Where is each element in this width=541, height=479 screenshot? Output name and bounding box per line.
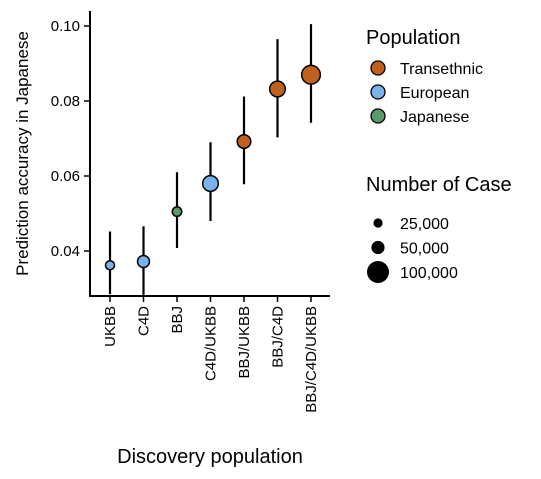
x-tick-label: UKBB: [102, 306, 119, 347]
x-tick-label: BBJ/C4D/UKBB: [303, 306, 320, 413]
legend-population-key: [370, 84, 386, 100]
axes: [89, 11, 330, 297]
x-ticks: UKBB C4D BBJ C4D/UKBB BBJ/UKBB BBJ/C4D BBJ/C4D…: [102, 296, 320, 413]
data-point: [201, 174, 220, 193]
legend-population-title: Population: [366, 27, 461, 49]
legend-size-label: 50,000: [400, 241, 449, 258]
data-point: [300, 64, 322, 85]
data-point: [268, 80, 287, 98]
legend-size-key: [367, 261, 389, 283]
error-bars: [108, 24, 313, 295]
data-point: [236, 133, 252, 150]
legend-size-label: 25,000: [400, 216, 449, 233]
legend-size-key: [371, 240, 385, 255]
x-tick-label: BBJ/UKBB: [236, 306, 253, 379]
legend-size-title: Number of Case: [366, 174, 512, 196]
data-point: [136, 254, 151, 269]
data-points: [104, 64, 322, 271]
legend-size-label: 100,000: [400, 265, 458, 282]
y-axis-title: Prediction accuracy in Japanese: [13, 31, 32, 276]
y-tick-label: 0.04: [51, 243, 80, 260]
legend-population-key: [370, 108, 386, 124]
y-tick-label: 0.06: [51, 168, 80, 185]
data-point: [171, 206, 183, 218]
legend-population-label: European: [400, 85, 469, 102]
data-point: [104, 259, 116, 271]
legend-population-label: Japanese: [400, 109, 469, 126]
x-tick-label: BBJ/C4D: [270, 306, 287, 368]
x-tick-label: C4D: [136, 306, 153, 336]
legend-number-of-case: Number of Case 25,000 50,000 100,000: [366, 174, 512, 283]
x-tick-label: BBJ: [169, 306, 186, 334]
x-axis-title: Discovery population: [117, 446, 303, 468]
y-ticks: 0.04 0.06 0.08 0.10: [51, 18, 90, 260]
y-tick-label: 0.10: [51, 18, 80, 35]
legend-population-key: [370, 60, 386, 76]
legend-population-label: Transethnic: [400, 61, 483, 78]
legend-population: Population Transethnic European Japanese: [366, 27, 483, 126]
y-tick-label: 0.08: [51, 93, 80, 110]
x-tick-label: C4D/UKBB: [203, 306, 220, 381]
legend-size-key: [373, 218, 383, 228]
